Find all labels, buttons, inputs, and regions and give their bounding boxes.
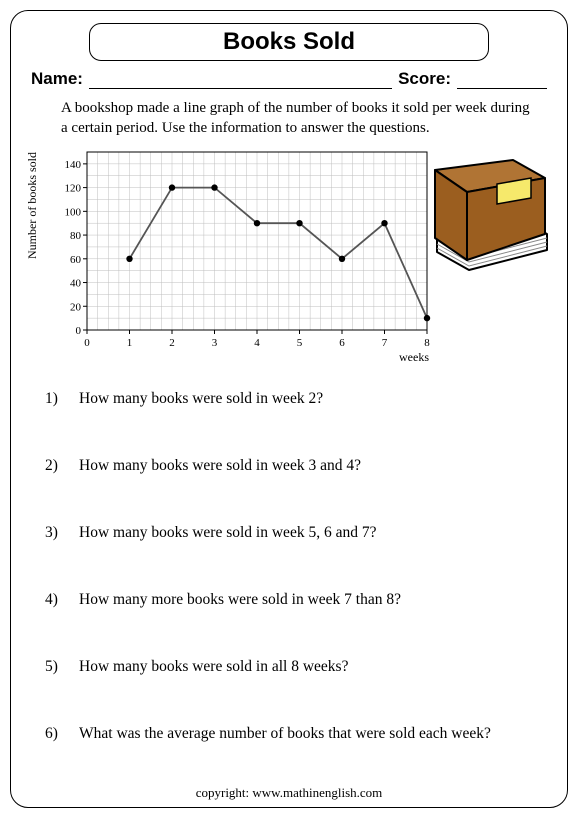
svg-text:100: 100 (65, 206, 82, 218)
question-text: How many books were sold in week 2? (79, 390, 323, 408)
question-row: 2)How many books were sold in week 3 and… (45, 457, 549, 475)
question-text: How many books were sold in week 5, 6 an… (79, 524, 376, 542)
score-label: Score: (398, 69, 451, 89)
copyright-text: copyright: www.mathinenglish.com (11, 785, 567, 801)
name-score-row: Name: Score: (31, 69, 547, 89)
name-blank[interactable] (89, 71, 392, 89)
worksheet-page: Books Sold Name: Score: A bookshop made … (10, 10, 568, 808)
svg-text:80: 80 (70, 230, 82, 242)
book-icon (419, 158, 555, 278)
question-row: 3)How many books were sold in week 5, 6 … (45, 524, 549, 542)
question-text: What was the average number of books tha… (79, 725, 491, 743)
svg-text:0: 0 (84, 337, 90, 349)
question-text: How many books were sold in week 3 and 4… (79, 457, 361, 475)
question-text: How many more books were sold in week 7 … (79, 591, 401, 609)
svg-text:7: 7 (382, 337, 388, 349)
question-row: 1)How many books were sold in week 2? (45, 390, 549, 408)
page-title: Books Sold (223, 28, 355, 55)
svg-text:6: 6 (339, 337, 345, 349)
chart-area: Number of books sold 0204060801001201400… (29, 144, 549, 374)
question-row: 5)How many books were sold in all 8 week… (45, 658, 549, 676)
question-number: 5) (45, 658, 79, 676)
question-number: 2) (45, 457, 79, 475)
instructions-text: A bookshop made a line graph of the numb… (61, 99, 539, 138)
svg-text:2: 2 (169, 337, 175, 349)
question-text: How many books were sold in all 8 weeks? (79, 658, 348, 676)
question-number: 1) (45, 390, 79, 408)
svg-text:0: 0 (76, 325, 82, 337)
svg-text:4: 4 (254, 337, 260, 349)
questions-list: 1)How many books were sold in week 2?2)H… (45, 390, 549, 743)
chart-ylabel: Number of books sold (25, 152, 40, 259)
svg-text:60: 60 (70, 254, 82, 266)
question-row: 6)What was the average number of books t… (45, 725, 549, 743)
question-number: 3) (45, 524, 79, 542)
svg-text:3: 3 (212, 337, 218, 349)
question-number: 6) (45, 725, 79, 743)
title-box: Books Sold (89, 23, 489, 61)
svg-text:8: 8 (424, 337, 430, 349)
svg-text:1: 1 (127, 337, 133, 349)
question-row: 4)How many more books were sold in week … (45, 591, 549, 609)
line-chart: 0 20 40 60 80 100 120 140 0 1 2 3 4 5 6 7 8 (47, 144, 447, 364)
name-label: Name: (31, 69, 83, 89)
svg-text:40: 40 (70, 278, 82, 290)
book-illustration (419, 158, 555, 283)
chart-xlabel: weeks (399, 350, 429, 365)
svg-text:120: 120 (65, 183, 82, 195)
question-number: 4) (45, 591, 79, 609)
svg-text:140: 140 (65, 159, 82, 171)
score-blank[interactable] (457, 71, 547, 89)
svg-text:5: 5 (297, 337, 303, 349)
svg-text:20: 20 (70, 301, 82, 313)
